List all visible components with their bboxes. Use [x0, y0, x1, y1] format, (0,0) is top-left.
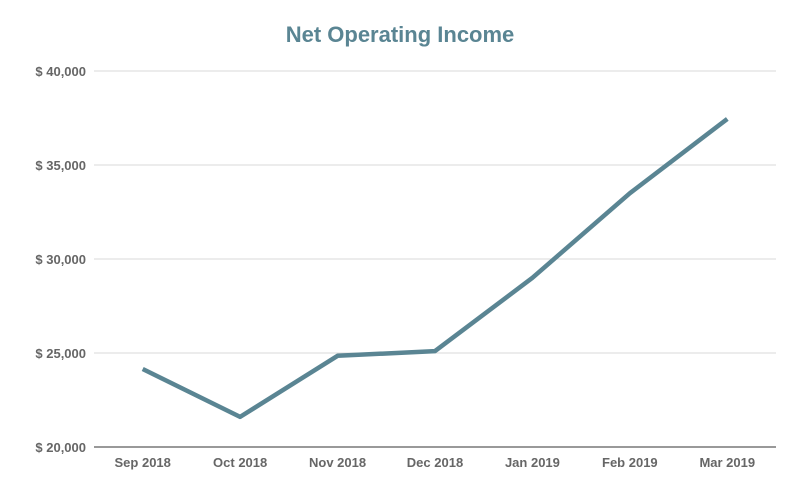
x-axis-ticks: Sep 2018 Oct 2018 Nov 2018 Dec 2018 Jan 2019…	[115, 455, 756, 470]
x-tick-label: Dec 2018	[407, 455, 463, 470]
y-tick-label: $ 35,000	[35, 158, 86, 173]
y-axis-ticks: $ 20,000 $ 25,000 $ 30,000 $ 35,000 $ 40,000	[35, 64, 86, 455]
x-tick-label: Oct 2018	[213, 455, 267, 470]
series-group	[141, 117, 729, 420]
x-tick-label: Nov 2018	[309, 455, 366, 470]
x-tick-label: Sep 2018	[115, 455, 171, 470]
y-tick-label: $ 25,000	[35, 346, 86, 361]
y-tick-label: $ 40,000	[35, 64, 86, 79]
chart-title: Net Operating Income	[286, 22, 515, 47]
y-tick-label: $ 30,000	[35, 252, 86, 267]
gridlines	[94, 70, 776, 448]
x-tick-label: Jan 2019	[505, 455, 560, 470]
series-line	[141, 117, 729, 420]
x-tick-label: Mar 2019	[699, 455, 755, 470]
x-tick-label: Feb 2019	[602, 455, 658, 470]
y-tick-label: $ 20,000	[35, 440, 86, 455]
